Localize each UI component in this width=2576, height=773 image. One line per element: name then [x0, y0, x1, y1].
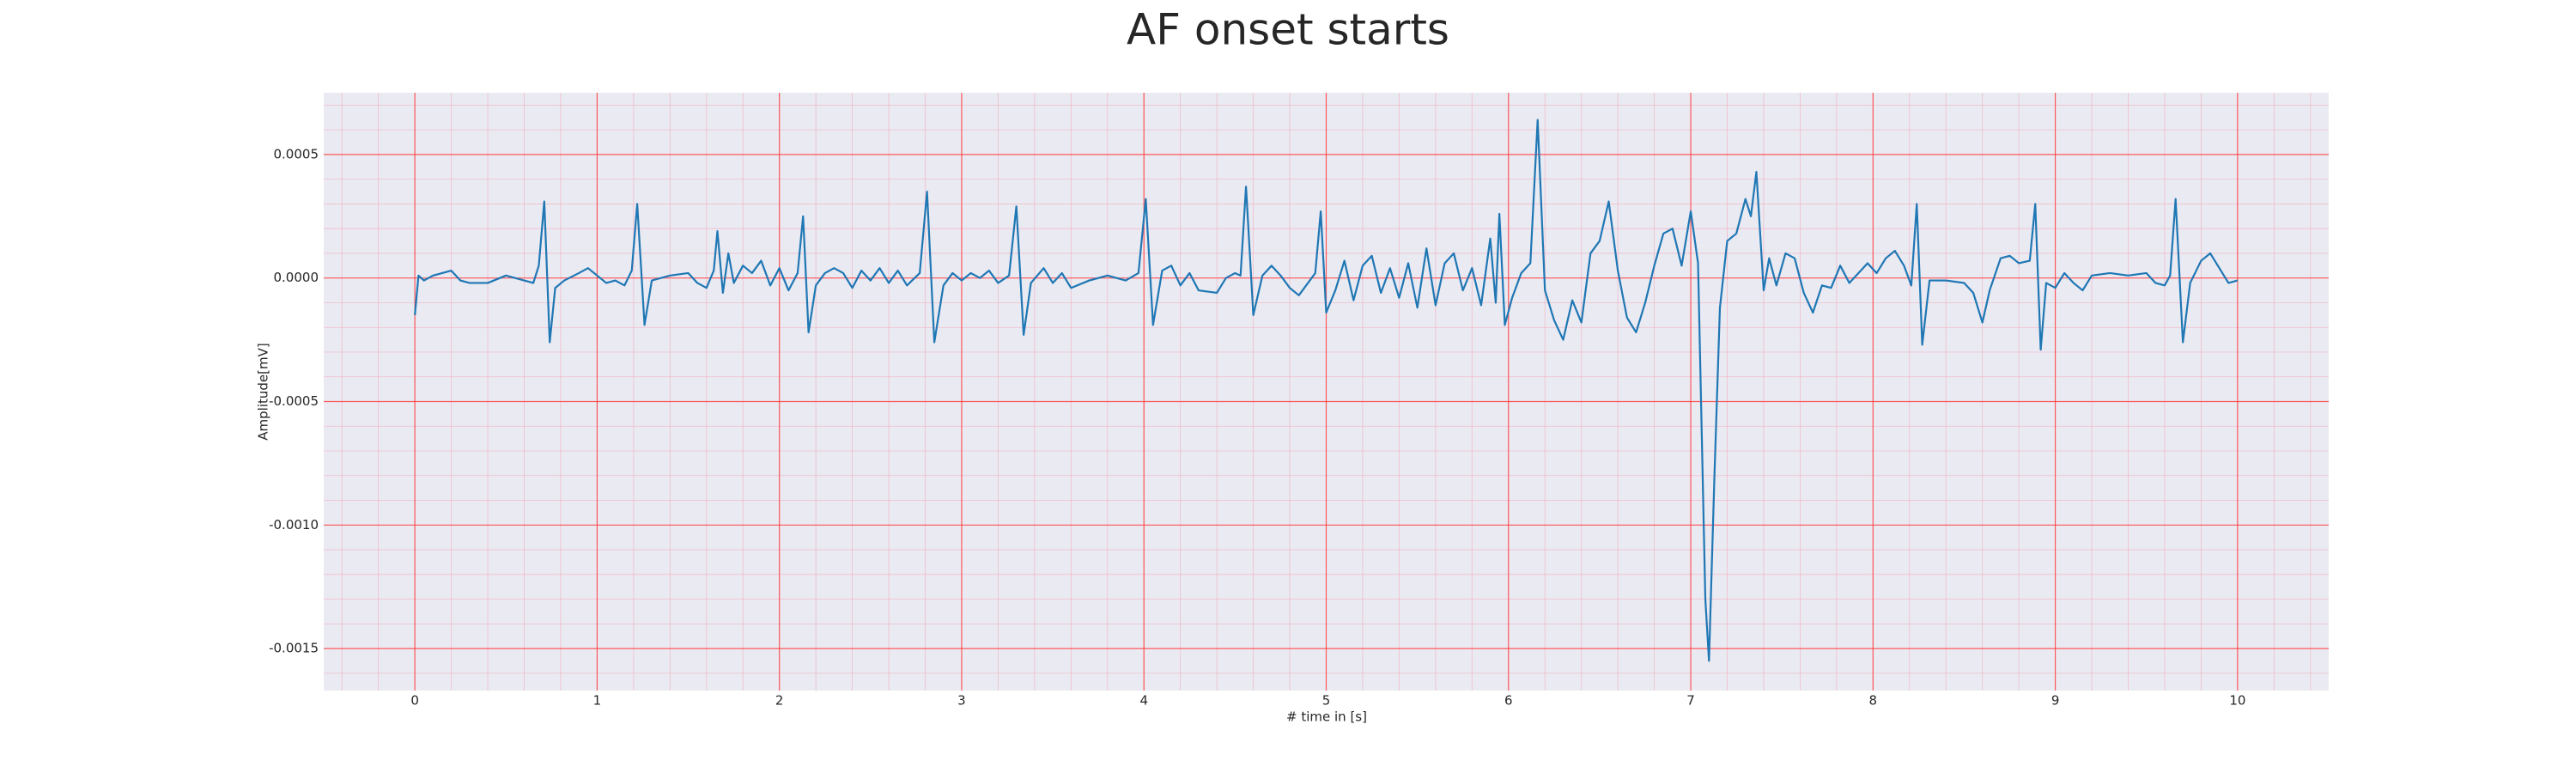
ecg-line: [414, 119, 2239, 662]
x-tick-label: 10: [2229, 693, 2245, 709]
y-tick-label: -0.0005: [269, 393, 319, 409]
x-tick-label: 7: [1686, 693, 1695, 709]
x-tick-label: 0: [410, 693, 419, 709]
x-tick-label: 9: [2051, 693, 2060, 709]
y-tick-label: -0.0015: [269, 641, 319, 656]
y-axis-label: Amplitude[mV]: [256, 343, 271, 440]
x-tick-label: 2: [775, 693, 784, 709]
chart-title: AF onset starts: [1127, 5, 1449, 55]
y-tick-label: 0.0000: [274, 270, 319, 285]
y-tick-label: -0.0010: [269, 517, 319, 533]
x-tick-label: 5: [1322, 693, 1331, 709]
x-tick-label: 4: [1139, 693, 1148, 709]
x-axis-label: # time in [s]: [1286, 709, 1367, 725]
y-tick-label: 0.0005: [274, 146, 319, 161]
x-tick-label: 3: [957, 693, 966, 709]
x-tick-label: 1: [593, 693, 602, 709]
x-tick-label: 6: [1504, 693, 1513, 709]
x-tick-label: 8: [1869, 693, 1878, 709]
